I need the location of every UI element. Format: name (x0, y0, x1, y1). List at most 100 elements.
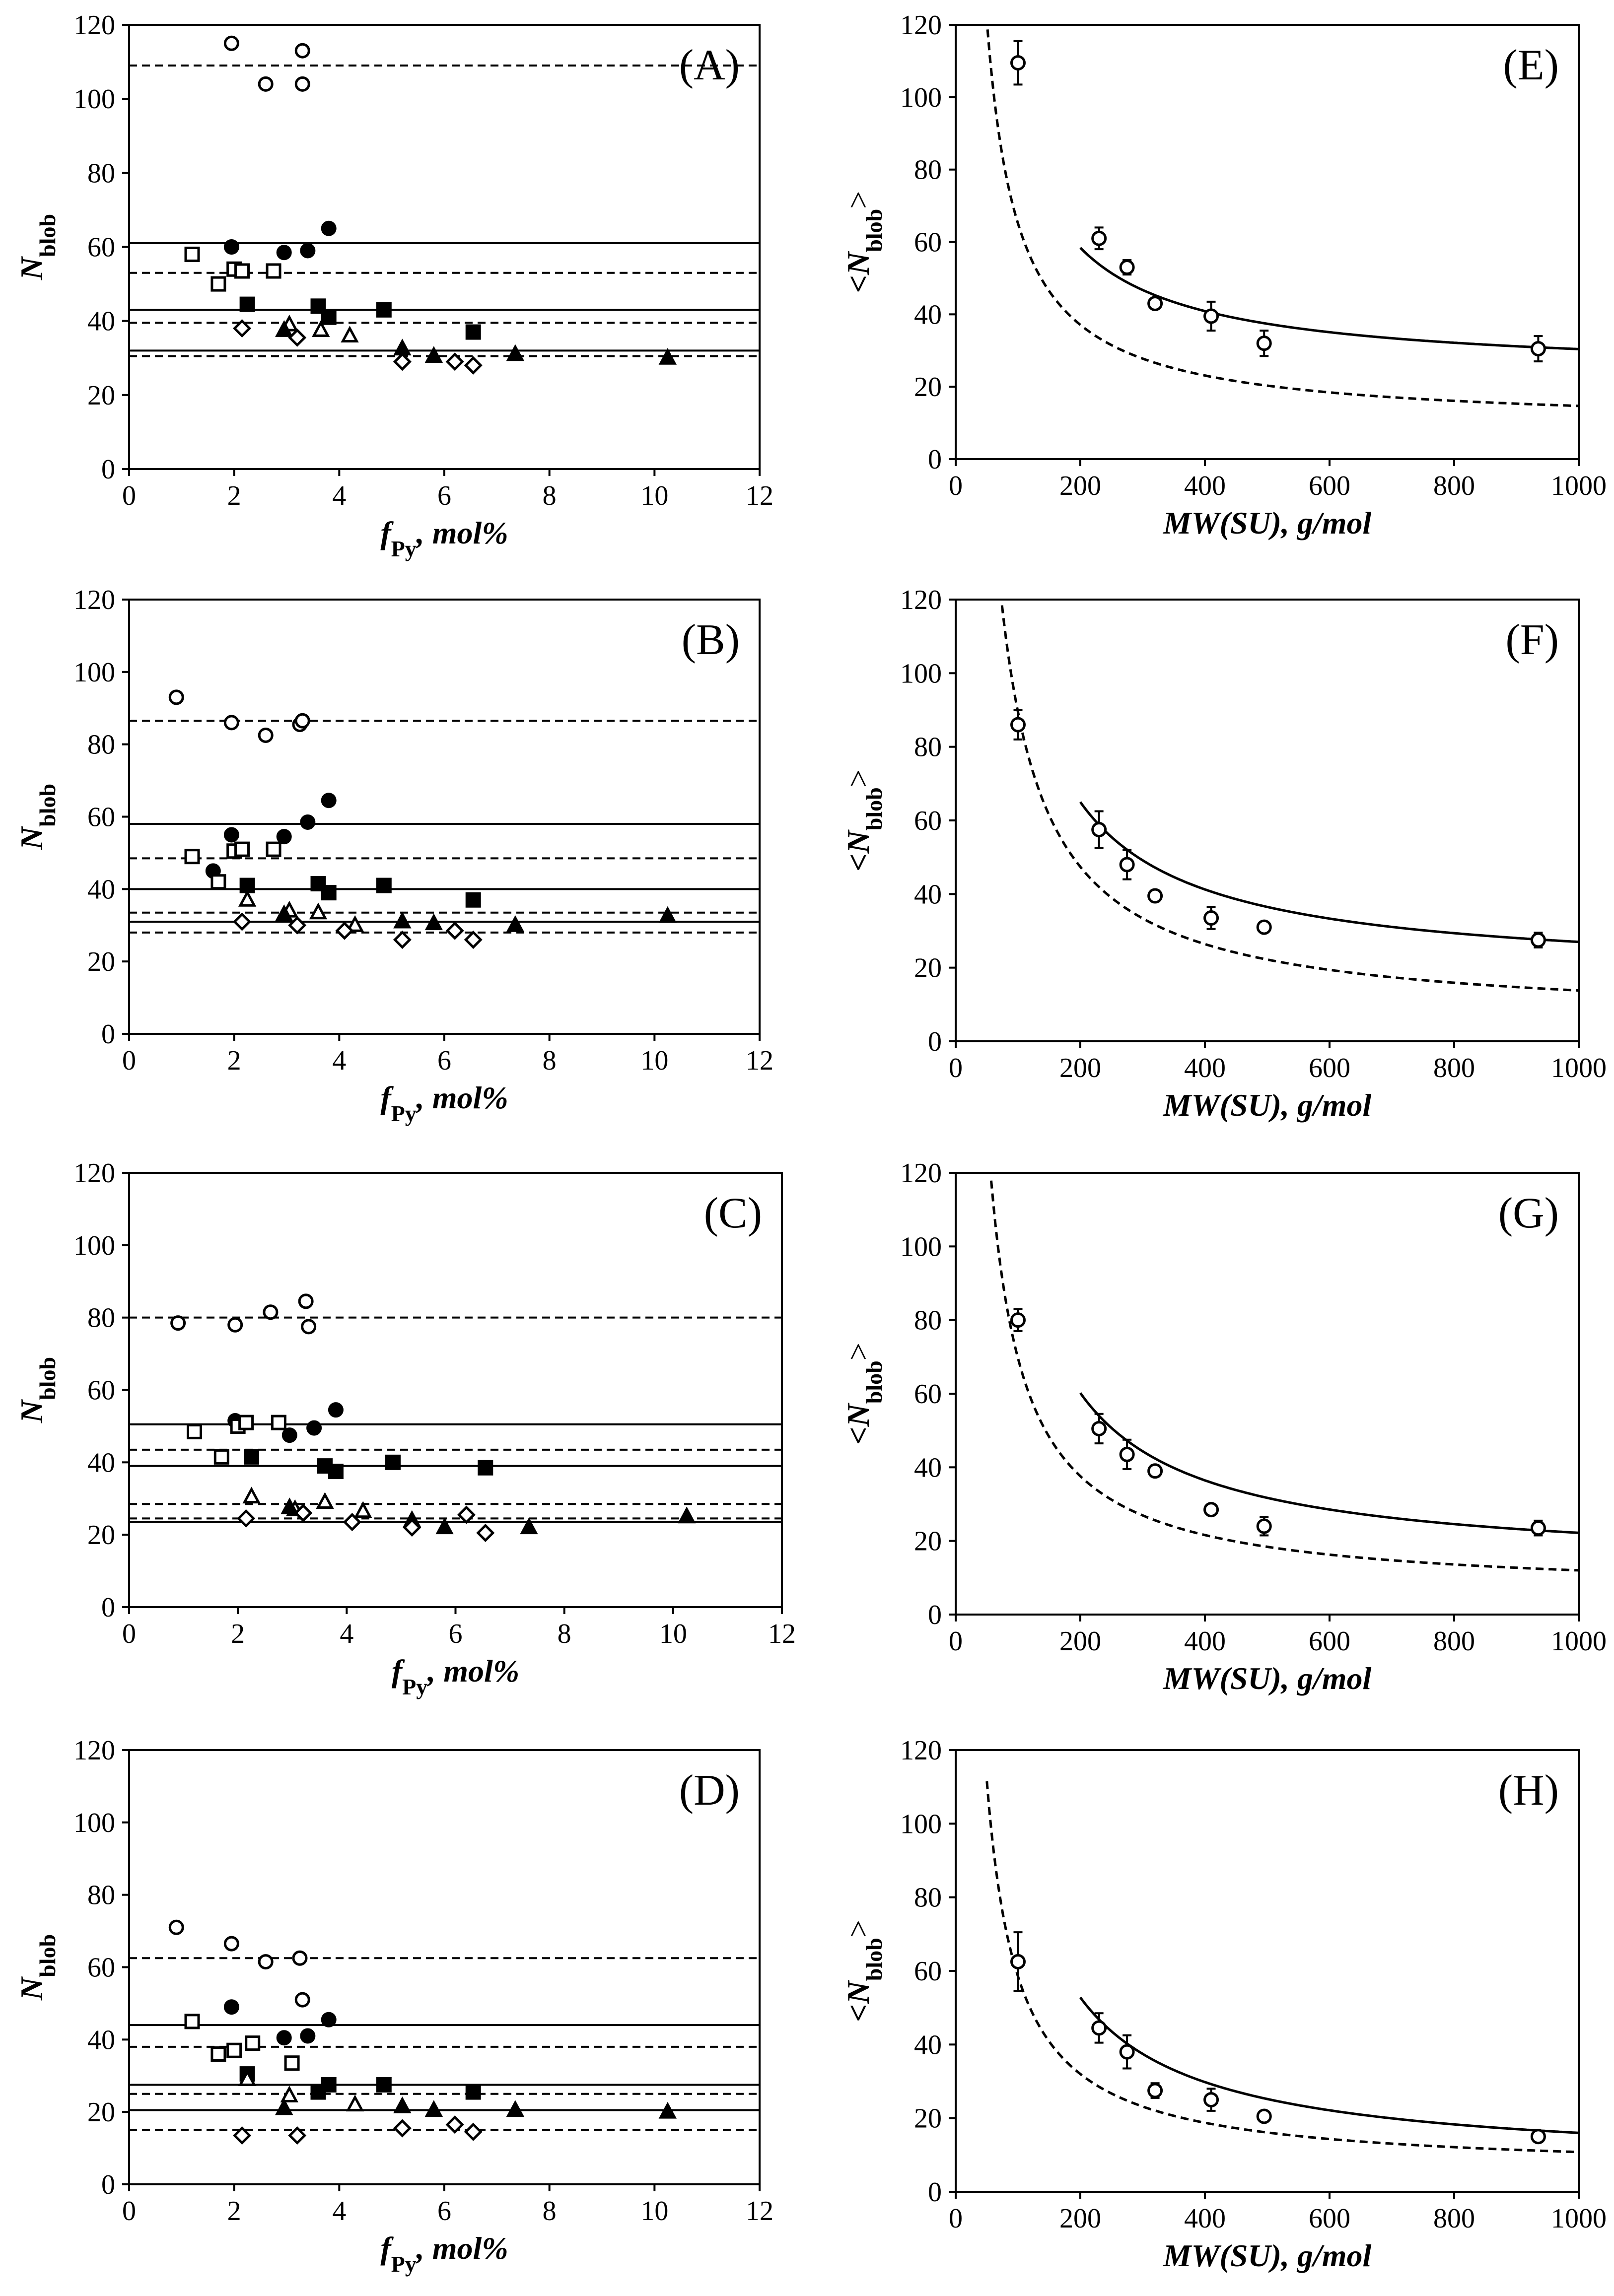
dashed-curve (1000, 600, 1579, 992)
open-square-point (266, 263, 281, 279)
filled-square-point (328, 1464, 344, 1480)
filled-circle-point (321, 793, 337, 809)
panel-f: 0 20 40 60 80 100 120 0 200 400 600 800 1000 MW(SU), … (841, 585, 1607, 1123)
x-tick-label: 12 (746, 1045, 773, 1076)
open-circle-point (301, 1319, 317, 1335)
x-tick-label: 600 (1309, 1053, 1350, 1083)
open-diamond-point (294, 1503, 313, 1522)
y-tick-label: 80 (914, 1883, 942, 1913)
filled-square-point (385, 1454, 401, 1470)
y-tick-label: 60 (914, 1379, 942, 1410)
y-tick-label: 100 (900, 1809, 942, 1839)
filled-circle-point (300, 814, 316, 830)
open-square-point (184, 2014, 200, 2029)
open-circle-point (1203, 308, 1219, 324)
y-axis-title: Nblob (14, 784, 60, 850)
open-circle-point (1091, 2020, 1107, 2036)
x-tick-label: 200 (1059, 471, 1101, 501)
y-tick-label: 0 (101, 2169, 115, 2200)
x-tick-label: 0 (949, 1053, 963, 1083)
y-tick-label: 20 (87, 380, 115, 411)
open-circle-point (1203, 1502, 1219, 1518)
y-tick-label: 0 (101, 1019, 115, 1050)
open-circle-point (170, 1315, 186, 1331)
open-circle-point (1010, 717, 1026, 733)
y-tick-label: 20 (87, 1520, 115, 1551)
open-square-point (184, 246, 200, 262)
open-circle-point (258, 1954, 274, 1970)
x-tick-label: 6 (449, 1619, 463, 1649)
x-tick-label: 6 (437, 480, 451, 511)
y-tick-label: 60 (87, 802, 115, 833)
y-tick-label: 80 (914, 155, 942, 186)
dashed-curve (985, 25, 1579, 407)
dashed-curve (990, 1180, 1579, 1572)
open-triangle-point (312, 320, 330, 337)
filled-square-point (239, 296, 255, 312)
y-axis-title: Nblob (14, 214, 60, 280)
open-circle-point (258, 727, 274, 743)
panel-label: (D) (679, 1766, 740, 1815)
filled-circle-point (306, 1420, 322, 1436)
open-circle-point (1147, 2083, 1163, 2098)
open-circle-point (1119, 260, 1135, 275)
x-tick-label: 1000 (1551, 2203, 1607, 2234)
open-circle-point (258, 76, 274, 92)
filled-circle-point (276, 829, 292, 845)
x-tick-label: 800 (1433, 1626, 1475, 1657)
y-tick-label: 60 (914, 227, 942, 258)
open-triangle-point (316, 1492, 334, 1509)
x-tick-label: 0 (949, 2203, 963, 2234)
x-axis-title: MW(SU), g/mol (1163, 505, 1372, 540)
open-circle-point (1010, 1954, 1026, 1969)
filled-triangle-point (424, 913, 443, 931)
open-circle-point (1091, 822, 1107, 838)
plot-frame (128, 1172, 783, 1608)
y-tick-label: 20 (914, 1526, 942, 1557)
x-tick-label: 8 (543, 480, 557, 511)
x-tick-label: 400 (1184, 1053, 1226, 1083)
open-triangle-point (238, 889, 257, 907)
y-tick-label: 0 (928, 2177, 942, 2208)
y-tick-label: 60 (87, 1375, 115, 1406)
plot-frame (955, 1749, 1580, 2193)
open-circle-point (1203, 2092, 1219, 2108)
open-diamond-point (464, 930, 483, 949)
open-square-point (234, 841, 250, 857)
y-tick-label: 100 (900, 1231, 942, 1262)
y-tick-label: 40 (914, 1452, 942, 1483)
open-circle-point (1147, 295, 1163, 311)
x-tick-label: 2 (227, 480, 241, 511)
x-tick-label: 10 (640, 1045, 668, 1076)
filled-triangle-point (393, 2096, 412, 2113)
open-square-point (184, 849, 200, 865)
open-circle-point (1256, 336, 1272, 351)
x-tick-label: 800 (1433, 471, 1475, 501)
open-diamond-point (445, 352, 464, 371)
filled-triangle-point (275, 320, 293, 337)
x-tick-label: 4 (332, 2196, 346, 2227)
open-circle-point (223, 1936, 239, 1952)
y-tick-label: 120 (73, 1158, 115, 1189)
y-tick-label: 120 (73, 1735, 115, 1766)
x-tick-label: 1000 (1551, 1626, 1607, 1657)
y-axis-title: Nblob (14, 1934, 60, 2001)
open-diamond-point (393, 930, 412, 949)
y-tick-label: 100 (73, 1230, 115, 1261)
filled-square-point (465, 2084, 481, 2100)
y-tick-label: 120 (900, 1158, 942, 1189)
filled-square-point (376, 302, 392, 318)
open-circle-point (298, 1293, 314, 1309)
open-circle-point (1256, 1518, 1272, 1534)
y-tick-label: 120 (900, 1735, 942, 1766)
plot-area (990, 1180, 1579, 1572)
open-circle-point (1203, 910, 1219, 926)
x-axis-title: MW(SU), g/mol (1163, 2238, 1372, 2273)
open-diamond-point (476, 1523, 495, 1543)
x-axis-title: MW(SU), g/mol (1163, 1087, 1372, 1123)
filled-circle-point (328, 1402, 344, 1418)
filled-triangle-point (424, 2100, 443, 2117)
y-tick-label: 40 (914, 2029, 942, 2060)
open-diamond-point (343, 1513, 361, 1532)
panel-label: (G) (1498, 1189, 1559, 1237)
